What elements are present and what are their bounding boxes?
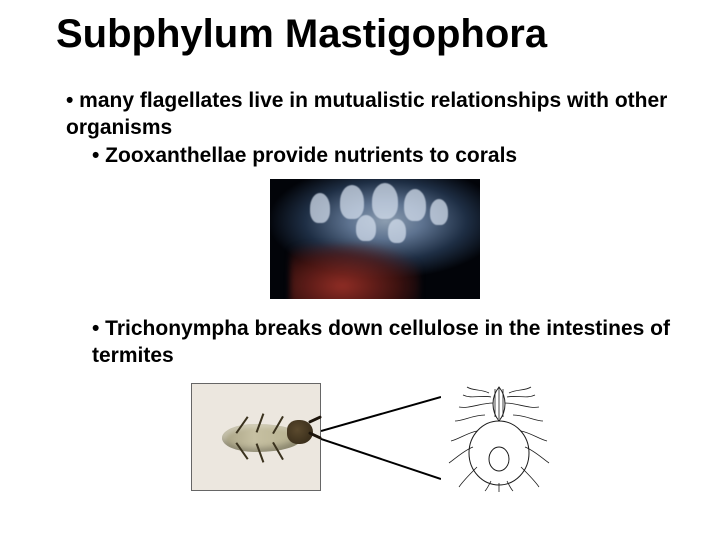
coral-polyp: [388, 219, 406, 243]
coral-polyp: [356, 215, 376, 241]
bullet-zooxanthellae: • Zooxanthellae provide nutrients to cor…: [92, 142, 684, 169]
connector-lines: [321, 383, 441, 491]
coral-polyp: [404, 189, 426, 221]
coral-polyp: [340, 185, 364, 219]
bullet-mutualistic: • many flagellates live in mutualistic r…: [66, 87, 684, 142]
coral-polyp: [430, 199, 448, 225]
termite-image: [191, 383, 321, 491]
trichonympha-drawing: [441, 381, 559, 493]
termite-mandible: [308, 416, 322, 425]
coral-polyp: [310, 193, 330, 223]
slide-title: Subphylum Mastigophora: [56, 12, 684, 57]
content-block: • many flagellates live in mutualistic r…: [66, 87, 684, 497]
coral-image-row: [66, 179, 684, 299]
coral-tissue: [290, 244, 420, 299]
coral-polyp-image: [270, 179, 480, 299]
termite-image-row: [66, 377, 684, 497]
bullet-trichonympha: • Trichonympha breaks down cellulose in …: [92, 315, 684, 370]
slide: Subphylum Mastigophora • many flagellate…: [0, 0, 720, 540]
coral-polyp: [372, 183, 398, 219]
trichonympha-image: [441, 381, 559, 493]
